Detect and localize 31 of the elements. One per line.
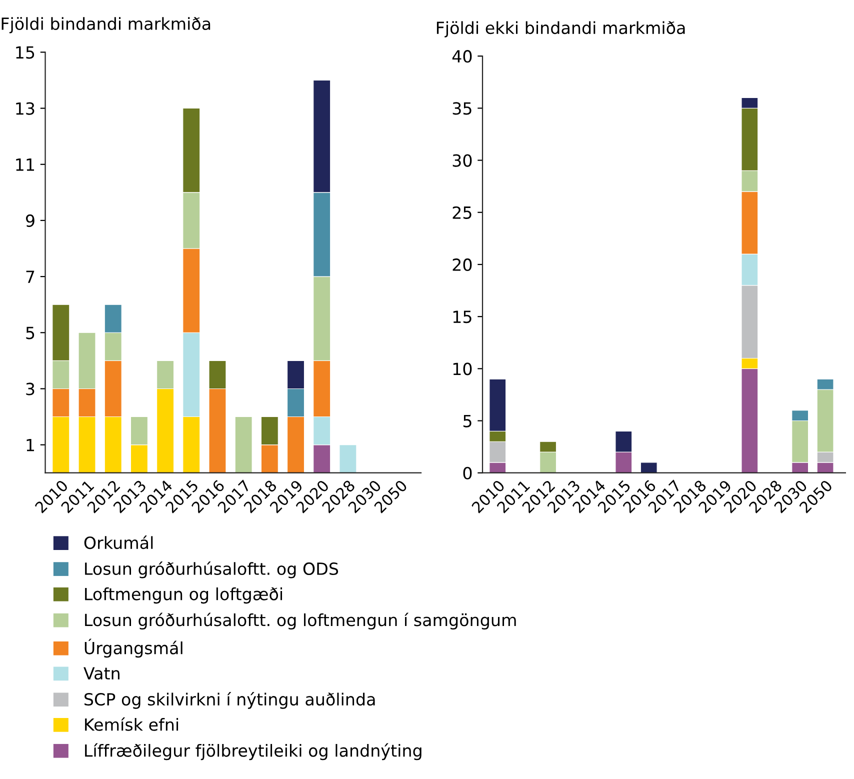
y-tick-label: 5: [463, 414, 472, 428]
chart-title: Fjöldi ekki bindandi markmiða: [436, 21, 685, 38]
y-tick-label: 7: [26, 270, 34, 283]
legend-label: Loftmengun og loftgæði: [85, 587, 282, 604]
y-tick-label: 3: [26, 382, 34, 396]
y-tick-label: 20: [452, 258, 472, 272]
y-tick-label: 9: [26, 214, 34, 228]
y-tick-label: 15: [453, 310, 472, 324]
legend-label: Úrgangsmál: [84, 638, 182, 658]
bar: [640, 462, 658, 473]
chart-title: Fjöldi bindandi markmiða: [2, 17, 210, 34]
legend-label: Líffræðilegur fjölbreytileiki og landnýting: [85, 743, 422, 760]
legend-label: Kemísk efni: [85, 717, 178, 731]
y-tick-label: 1: [26, 438, 34, 452]
y-tick-label: 5: [26, 326, 34, 340]
legend-label: Losun gróðurhúsaloftt. og ODS: [85, 561, 338, 578]
y-tick-label: 25: [452, 206, 472, 219]
legend-label: Vatn: [84, 667, 120, 680]
y-tick-label: 40: [452, 50, 472, 63]
bar: [234, 416, 252, 473]
legend-label: Losun gróðurhúsaloftt. og loftmengun í samgöngum: [85, 612, 516, 630]
y-tick-label: 10: [453, 362, 472, 376]
y-tick-label: 13: [16, 102, 34, 115]
legend-label: Orkumál: [84, 536, 153, 550]
bar: [339, 444, 357, 473]
y-tick-label: 30: [452, 154, 472, 167]
y-tick-label: 0: [463, 466, 472, 480]
y-tick-label: 15: [16, 46, 34, 59]
y-tick-label: 11: [16, 158, 34, 171]
y-tick-label: 35: [452, 102, 472, 115]
legend-label: SCP og skilvirkni í nýtingu auðlinda: [84, 692, 375, 709]
